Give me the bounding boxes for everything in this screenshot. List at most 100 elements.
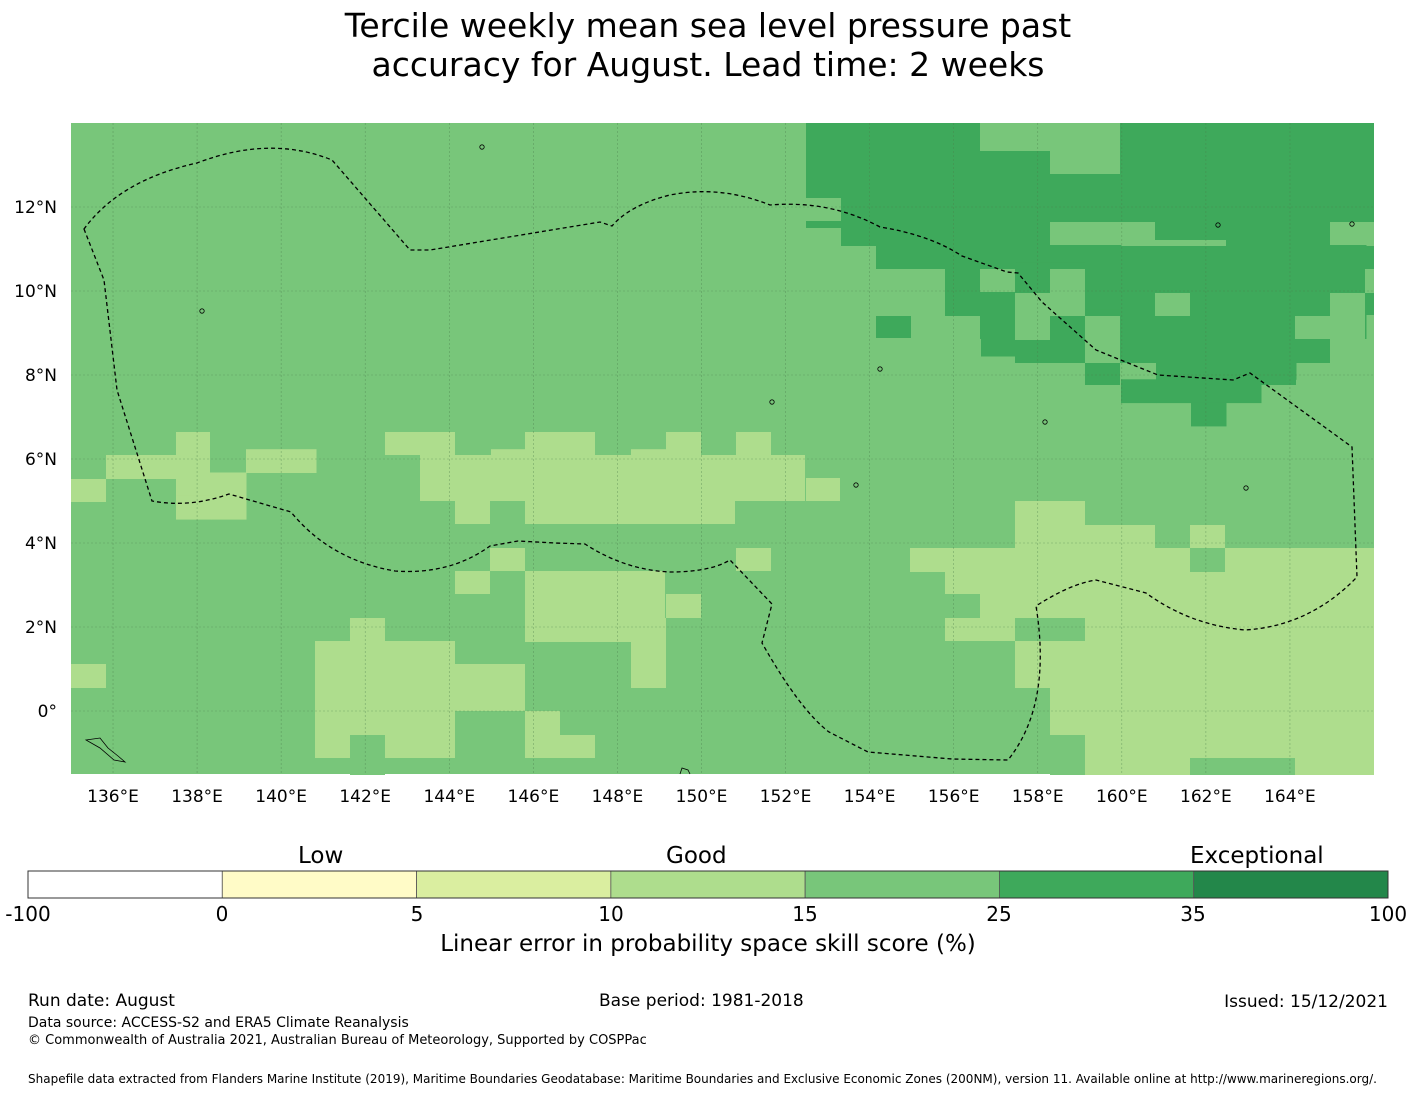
chart-title: Tercile weekly mean sea level pressure p… bbox=[0, 6, 1416, 84]
colorbar-tick: 0 bbox=[215, 902, 229, 926]
colorbar-segment bbox=[416, 870, 612, 899]
skill-cell bbox=[455, 664, 525, 711]
skill-cell bbox=[1050, 150, 1120, 174]
skill-cell bbox=[945, 594, 980, 618]
run-date: Run date: August bbox=[28, 991, 175, 1011]
skill-cell bbox=[211, 472, 247, 497]
longitude-label: 154°E bbox=[844, 787, 896, 807]
longitude-label: 138°E bbox=[171, 787, 223, 807]
skill-cell bbox=[1190, 758, 1295, 775]
island-outline bbox=[84, 737, 127, 763]
skill-cell bbox=[876, 246, 1016, 269]
longitude-label: 140°E bbox=[255, 787, 307, 807]
title-line-1: Tercile weekly mean sea level pressure p… bbox=[344, 6, 1072, 45]
colorbar-tick: 25 bbox=[986, 902, 1012, 926]
longitude-label: 144°E bbox=[423, 787, 475, 807]
skill-cell bbox=[1121, 379, 1157, 404]
skill-cell bbox=[980, 123, 1120, 151]
category-good: Good bbox=[666, 843, 727, 869]
skill-cell bbox=[1085, 363, 1120, 385]
latitude-label: 12°N bbox=[14, 198, 57, 218]
skill-cell bbox=[1190, 548, 1225, 572]
graticule-lines bbox=[71, 123, 1374, 774]
longitude-label: 158°E bbox=[1012, 787, 1064, 807]
longitude-labels: 136°E 138°E 140°E 142°E 144°E 146°E 148°E 150°E… bbox=[87, 787, 1316, 807]
latitude-label: 8°N bbox=[25, 366, 57, 386]
skill-cell bbox=[666, 432, 701, 455]
skill-cell bbox=[1085, 316, 1120, 363]
colorbar-segment bbox=[1193, 870, 1389, 899]
latitude-label: 2°N bbox=[25, 618, 57, 638]
longitude-label: 148°E bbox=[592, 787, 644, 807]
skill-cell bbox=[841, 228, 981, 246]
skill-cell bbox=[246, 449, 282, 473]
longitude-label: 136°E bbox=[87, 787, 139, 807]
longitude-label: 162°E bbox=[1180, 787, 1232, 807]
skill-cell bbox=[631, 618, 666, 688]
island-outline bbox=[769, 399, 775, 405]
colorbar-segment bbox=[804, 870, 1000, 899]
skill-cell bbox=[1295, 316, 1365, 339]
category-exceptional: Exceptional bbox=[1190, 843, 1324, 869]
copyright: © Commonwealth of Australia 2021, Austra… bbox=[28, 1033, 647, 1048]
skill-cell bbox=[350, 735, 385, 775]
colorbar-tick: 35 bbox=[1180, 902, 1206, 926]
latitude-label: 6°N bbox=[25, 450, 57, 470]
longitude-label: 156°E bbox=[928, 787, 980, 807]
skill-cell bbox=[385, 432, 455, 455]
skill-cell bbox=[1190, 525, 1225, 548]
colorbar-segment bbox=[999, 870, 1195, 899]
skill-grid-cells bbox=[71, 123, 1374, 775]
skill-cell bbox=[490, 548, 525, 571]
skill-cell bbox=[1160, 363, 1296, 385]
skill-cell bbox=[1365, 269, 1374, 293]
skill-cell bbox=[771, 198, 806, 221]
skill-cell bbox=[71, 479, 106, 502]
skill-cell bbox=[876, 316, 911, 338]
longitude-label: 150°E bbox=[676, 787, 728, 807]
skill-cell bbox=[1330, 222, 1374, 245]
colorbar bbox=[27, 870, 1389, 899]
skill-cell bbox=[525, 432, 595, 455]
base-period: Base period: 1981-2018 bbox=[599, 991, 804, 1011]
eez-boundary bbox=[83, 144, 1358, 775]
skill-cell bbox=[176, 495, 212, 520]
island-outline bbox=[1349, 221, 1355, 227]
skill-cell bbox=[1155, 293, 1190, 316]
skill-cell bbox=[350, 618, 385, 641]
island-outline bbox=[199, 308, 205, 314]
data-source: Data source: ACCESS-S2 and ERA5 Climate … bbox=[28, 1015, 409, 1031]
colorbar-tick: 10 bbox=[598, 902, 624, 926]
skill-cell bbox=[1050, 269, 1085, 316]
skill-cell bbox=[736, 548, 771, 571]
colorbar-tick: 5 bbox=[410, 902, 424, 926]
skill-cell bbox=[176, 432, 210, 456]
colorbar-segment bbox=[221, 870, 417, 899]
skill-cell bbox=[1191, 379, 1227, 404]
colorbar-tick: 15 bbox=[792, 902, 818, 926]
skill-cell bbox=[1226, 379, 1262, 404]
skill-cell bbox=[945, 618, 980, 641]
skill-cell bbox=[1016, 239, 1052, 264]
latitude-label: 4°N bbox=[25, 534, 57, 554]
skill-cell bbox=[420, 455, 805, 501]
skill-cell bbox=[806, 478, 840, 501]
longitude-label: 160°E bbox=[1096, 787, 1148, 807]
colorbar-segment bbox=[27, 870, 223, 899]
island-outline bbox=[853, 482, 859, 488]
island-outline bbox=[877, 366, 883, 372]
longitude-label: 146°E bbox=[508, 787, 560, 807]
skill-cell bbox=[1015, 641, 1374, 688]
skill-cell bbox=[1015, 293, 1050, 340]
island-outline bbox=[1042, 419, 1048, 425]
issued-date: Issued: 15/12/2021 bbox=[1224, 992, 1388, 1012]
skill-cell bbox=[1050, 222, 1155, 245]
colorbar-label: Linear error in probability space skill … bbox=[440, 931, 976, 957]
skill-cell bbox=[455, 501, 490, 524]
skill-cell bbox=[211, 495, 247, 520]
longitude-label: 142°E bbox=[339, 787, 391, 807]
skill-cell bbox=[1330, 339, 1374, 385]
skill-cell bbox=[1365, 293, 1374, 315]
skill-cell bbox=[71, 664, 106, 688]
skill-cell bbox=[455, 571, 490, 594]
